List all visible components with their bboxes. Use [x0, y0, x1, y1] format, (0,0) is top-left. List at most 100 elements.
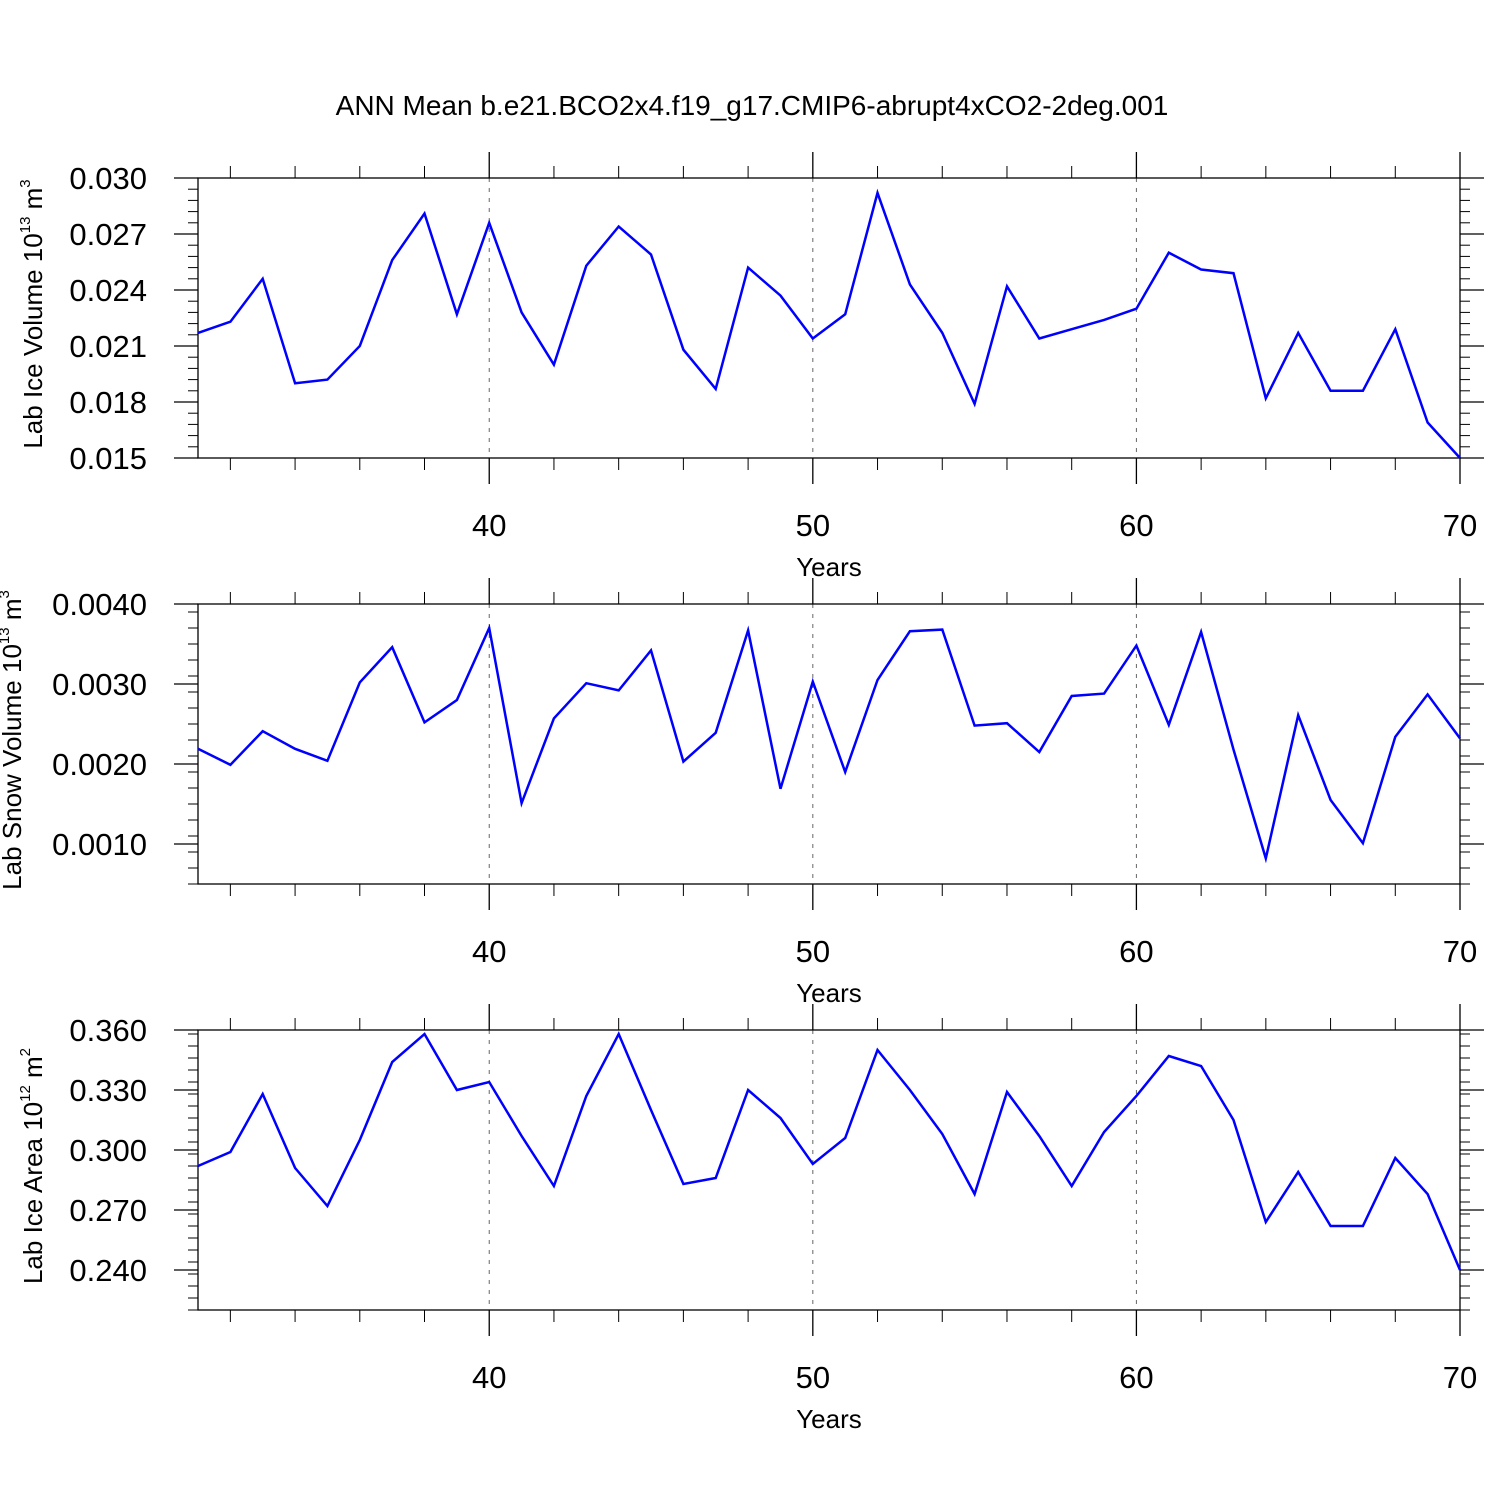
data-point	[1426, 421, 1428, 423]
data-point	[909, 283, 911, 285]
x-tick-label: 60	[1119, 1360, 1153, 1395]
data-point	[359, 345, 361, 347]
data-point	[1038, 751, 1040, 753]
y-tick-label: 0.024	[69, 273, 147, 308]
data-point	[1038, 1135, 1040, 1137]
y-tick-label: 0.027	[69, 217, 147, 252]
data-point	[650, 1109, 652, 1111]
data-point	[553, 1185, 555, 1187]
data-point	[585, 1095, 587, 1097]
data-point	[941, 628, 943, 630]
y-tick-label: 0.300	[69, 1133, 147, 1168]
data-point	[391, 259, 393, 261]
x-tick-label: 40	[472, 508, 506, 543]
data-point	[456, 699, 458, 701]
data-point	[262, 278, 264, 280]
data-point	[973, 724, 975, 726]
data-point	[1103, 319, 1105, 321]
data-point	[1426, 1193, 1428, 1195]
data-point	[1394, 1157, 1396, 1159]
panel-2: 40 50 60 70 0.0010 0.0020 0.0030 0.0040 Years Lab…	[0, 578, 1484, 1008]
data-point	[1168, 724, 1170, 726]
x-tick-label: 40	[472, 934, 506, 969]
data-point	[294, 1167, 296, 1169]
data-point	[1394, 328, 1396, 330]
data-point	[1006, 285, 1008, 287]
data-point	[359, 681, 361, 683]
data-point	[326, 378, 328, 380]
data-point	[779, 788, 781, 790]
data-point	[941, 1133, 943, 1135]
data-point	[197, 748, 199, 750]
data-point	[682, 1183, 684, 1185]
data-point	[1006, 1091, 1008, 1093]
data-point	[1135, 644, 1137, 646]
data-point	[812, 337, 814, 339]
x-axis-title: Years	[796, 552, 862, 582]
plot-frame	[197, 1029, 1461, 1311]
data-point	[1232, 1119, 1234, 1121]
data-point	[520, 311, 522, 313]
data-point	[650, 649, 652, 651]
data-point	[1070, 328, 1072, 330]
data-point	[456, 1089, 458, 1091]
x-axis-title: Years	[796, 978, 862, 1008]
series-line	[197, 623, 1462, 864]
data-point	[294, 382, 296, 384]
data-point	[197, 1165, 199, 1167]
data-point	[488, 222, 490, 224]
data-point	[359, 1139, 361, 1141]
data-point	[682, 760, 684, 762]
data-point	[1200, 268, 1202, 270]
main-title: ANN Mean b.e21.BCO2x4.f19_g17.CMIP6-abru…	[336, 90, 1169, 121]
data-point	[617, 1033, 619, 1035]
data-point	[1070, 695, 1072, 697]
data-point	[812, 1163, 814, 1165]
data-point	[876, 679, 878, 681]
data-point	[1200, 1065, 1202, 1067]
data-point	[1426, 693, 1428, 695]
y-tick-label: 0.0020	[52, 747, 147, 782]
data-point	[1459, 457, 1461, 459]
data-point	[326, 1205, 328, 1207]
data-point	[229, 1151, 231, 1153]
data-point	[715, 1177, 717, 1179]
data-point	[650, 253, 652, 255]
data-point	[682, 349, 684, 351]
series-line	[197, 1031, 1462, 1271]
y-tick-label: 0.0030	[52, 667, 147, 702]
data-point	[423, 1033, 425, 1035]
x-tick-label: 50	[796, 934, 830, 969]
data-point	[747, 1089, 749, 1091]
data-point	[585, 265, 587, 267]
data-point	[715, 732, 717, 734]
data-point	[747, 629, 749, 631]
data-point	[844, 1137, 846, 1139]
y-axis-title: Lab Snow Volume 1013 m3	[0, 590, 27, 890]
data-point	[844, 771, 846, 773]
data-point	[456, 313, 458, 315]
data-point	[197, 332, 199, 334]
data-point	[1265, 1221, 1267, 1223]
data-point	[423, 212, 425, 214]
data-point	[1297, 714, 1299, 716]
y-tick-label: 0.360	[69, 1013, 147, 1048]
data-point	[1200, 631, 1202, 633]
series-line	[197, 188, 1461, 459]
data-point	[1362, 1225, 1364, 1227]
x-tick-label: 60	[1119, 934, 1153, 969]
data-point	[585, 682, 587, 684]
data-point	[1329, 1225, 1331, 1227]
data-point	[1329, 799, 1331, 801]
data-point	[1459, 1269, 1461, 1271]
data-point	[262, 1093, 264, 1095]
data-point	[553, 717, 555, 719]
x-tick-label: 60	[1119, 508, 1153, 543]
data-point	[812, 680, 814, 682]
y-axis-title: Lab Ice Area 1012 m2	[17, 1048, 48, 1284]
y-tick-label: 0.330	[69, 1073, 147, 1108]
data-point	[1232, 748, 1234, 750]
data-point	[1103, 1131, 1105, 1133]
data-point	[747, 266, 749, 268]
data-point	[715, 388, 717, 390]
